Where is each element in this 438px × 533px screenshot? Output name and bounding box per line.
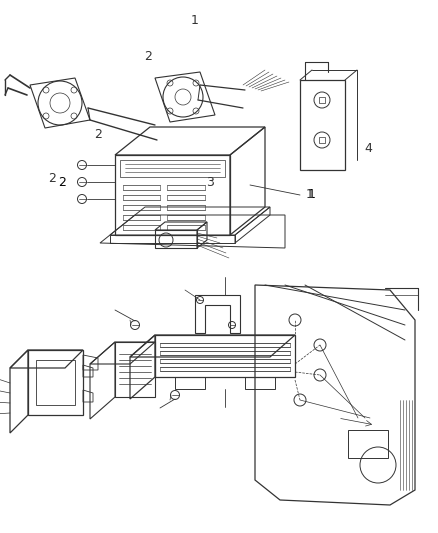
Text: 3: 3 — [206, 176, 214, 190]
Text: 2: 2 — [58, 176, 66, 190]
Text: 1: 1 — [191, 13, 199, 27]
Text: 1: 1 — [306, 189, 314, 201]
Bar — [319, 137, 325, 143]
Bar — [319, 97, 325, 103]
Text: 2: 2 — [94, 128, 102, 141]
Text: 2: 2 — [48, 172, 56, 184]
Text: 4: 4 — [364, 141, 372, 155]
Text: 2: 2 — [144, 51, 152, 63]
Text: 1: 1 — [308, 189, 316, 201]
